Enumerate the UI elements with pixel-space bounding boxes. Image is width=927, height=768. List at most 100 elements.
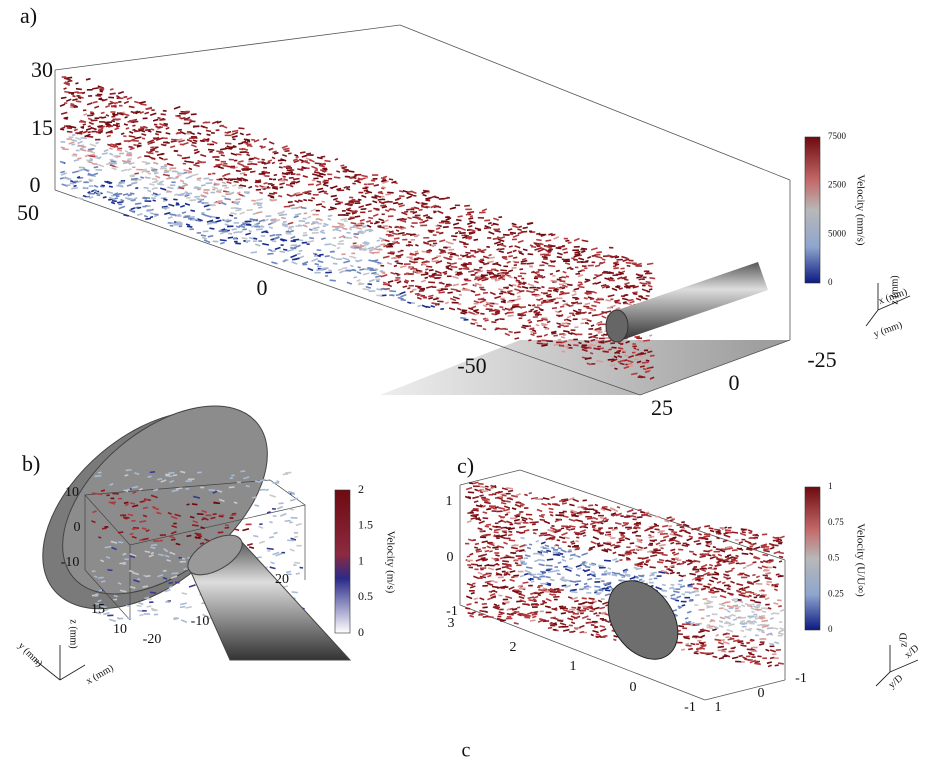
particle: [84, 154, 90, 158]
particle: [588, 606, 596, 611]
particle: [365, 285, 372, 289]
particle: [359, 218, 365, 222]
particle: [718, 624, 724, 628]
particle: [397, 202, 404, 206]
particle: [169, 213, 177, 217]
particle: [140, 103, 147, 106]
particle: [93, 184, 99, 188]
particle: [217, 531, 224, 534]
particle: [167, 511, 172, 515]
particle: [346, 281, 353, 285]
particle: [506, 274, 512, 278]
particle: [162, 173, 170, 177]
particle: [673, 590, 680, 594]
particle: [767, 606, 772, 610]
particle: [527, 611, 535, 615]
particle: [651, 539, 658, 542]
particle: [202, 138, 209, 143]
particle: [114, 101, 119, 105]
particle: [101, 527, 107, 530]
particle: [639, 565, 644, 568]
axis-tick-label: 1: [446, 494, 453, 509]
particle: [650, 554, 658, 558]
particle: [416, 296, 422, 300]
particle: [183, 171, 188, 174]
particle: [144, 550, 151, 554]
particle: [508, 269, 514, 273]
particle: [639, 574, 645, 577]
particle: [547, 528, 554, 533]
particle: [459, 227, 466, 231]
particle: [135, 186, 139, 190]
particle: [573, 253, 581, 258]
particle: [756, 628, 761, 631]
particle: [566, 266, 572, 270]
particle: [774, 627, 779, 630]
particle: [499, 305, 504, 309]
particle: [532, 270, 538, 275]
particle: [153, 171, 159, 174]
particle: [196, 177, 202, 180]
particle: [551, 537, 556, 541]
particle: [529, 577, 534, 581]
particle: [423, 241, 430, 245]
particle: [646, 550, 652, 553]
particle: [468, 225, 473, 228]
particle: [625, 574, 631, 578]
particle: [211, 140, 218, 145]
particle: [149, 471, 156, 474]
particle: [668, 586, 674, 590]
particle: [539, 549, 544, 553]
particle: [161, 205, 168, 209]
particle: [410, 190, 417, 194]
particle: [562, 502, 568, 505]
particle: [518, 251, 525, 256]
particle: [499, 247, 505, 251]
particle: [554, 518, 562, 523]
particle: [261, 173, 266, 176]
particle: [342, 227, 348, 231]
particle: [658, 551, 663, 555]
particle: [426, 191, 431, 194]
particle: [707, 566, 713, 570]
particle: [433, 210, 437, 214]
particle: [224, 218, 230, 222]
particle: [746, 641, 751, 645]
particle: [522, 226, 528, 230]
particle: [159, 122, 166, 127]
particle: [362, 288, 370, 291]
particle: [166, 190, 172, 193]
particle: [177, 172, 185, 175]
particle: [498, 618, 503, 621]
particle: [142, 514, 148, 518]
particle: [136, 212, 143, 217]
particle: [528, 339, 532, 342]
particle: [769, 656, 775, 660]
particle: [127, 617, 132, 620]
particle: [124, 116, 128, 119]
particle: [504, 513, 509, 516]
particle: [609, 276, 614, 280]
particle: [223, 177, 230, 181]
particle: [391, 180, 397, 184]
particle: [123, 213, 129, 217]
particle: [499, 272, 505, 276]
particle: [555, 543, 560, 547]
particle: [123, 100, 130, 105]
particle: [508, 330, 513, 334]
particle: [280, 238, 288, 242]
particle: [271, 220, 277, 224]
particle: [769, 546, 775, 550]
particle: [60, 146, 65, 149]
particle: [477, 571, 483, 575]
particle: [655, 542, 661, 546]
particle: [614, 522, 622, 526]
particle: [494, 310, 500, 314]
particle: [322, 267, 329, 270]
particle: [493, 240, 502, 245]
particle: [101, 152, 108, 155]
particle: [319, 230, 326, 235]
particle: [736, 583, 744, 587]
particle: [479, 575, 487, 579]
particle: [266, 547, 274, 551]
